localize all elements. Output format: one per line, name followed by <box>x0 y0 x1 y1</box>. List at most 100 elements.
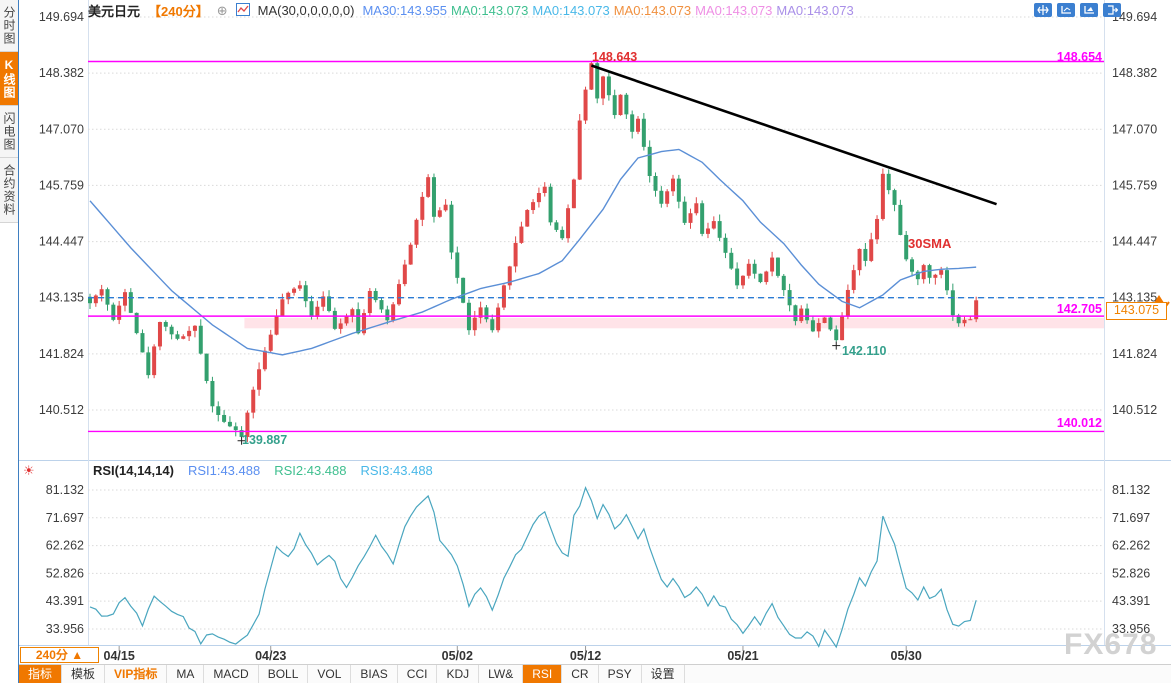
candle <box>373 290 378 301</box>
candle <box>822 317 827 323</box>
candle <box>880 173 885 219</box>
candle <box>210 380 215 407</box>
toolbar-item-PSY[interactable]: PSY <box>599 665 642 683</box>
bottom-low-label: 139.887 <box>242 433 288 447</box>
candle <box>939 270 944 275</box>
candle <box>321 296 326 307</box>
candle <box>367 290 372 314</box>
candle <box>805 308 810 321</box>
svg-text:143.135: 143.135 <box>1112 291 1157 305</box>
candle <box>956 315 961 324</box>
sidebar-tab-3[interactable]: 合约资料 <box>0 158 18 223</box>
low-support-label: 140.012 <box>1056 416 1102 430</box>
svg-text:149.694: 149.694 <box>1112 10 1157 24</box>
candle <box>286 292 291 300</box>
toolbar-item-VIP指标[interactable]: VIP指标 <box>105 665 168 683</box>
candle <box>968 319 973 321</box>
candle <box>257 369 262 390</box>
toolbar-item-BOLL[interactable]: BOLL <box>259 665 309 683</box>
toolbar-item-LW&[interactable]: LW& <box>479 665 524 683</box>
candle <box>671 178 675 192</box>
candle <box>379 300 384 310</box>
candle <box>496 307 501 331</box>
candle <box>828 317 833 330</box>
period-selector-button[interactable]: 240分 ▲ <box>20 647 99 663</box>
candle <box>933 274 938 278</box>
candle <box>140 333 145 353</box>
svg-text:52.826: 52.826 <box>1112 566 1150 580</box>
candle <box>840 316 845 341</box>
svg-text:140.512: 140.512 <box>1112 403 1157 417</box>
candle <box>455 252 460 278</box>
candle <box>904 234 909 260</box>
candle <box>391 304 396 321</box>
toolbar-item-VOL[interactable]: VOL <box>308 665 352 683</box>
candle <box>111 304 116 320</box>
trendline <box>590 64 997 206</box>
candle <box>292 288 297 293</box>
ma-value: MA0:143.073 <box>613 3 692 18</box>
toolbar-item-BIAS[interactable]: BIAS <box>351 665 398 683</box>
candle <box>449 204 454 253</box>
candle <box>88 296 92 304</box>
toolbar-item-CCI[interactable]: CCI <box>398 665 438 683</box>
indicator-toolbar: 指标 模板 VIP指标 MA MACD BOLL VOL BIAS CCI KDJ LW& RSI CR… <box>19 664 1171 683</box>
candle <box>163 322 168 327</box>
candle <box>332 310 337 329</box>
candle <box>595 63 600 99</box>
candle <box>810 320 815 332</box>
svg-text:144.447: 144.447 <box>39 235 84 249</box>
svg-text:71.697: 71.697 <box>46 511 84 525</box>
watermark: FX678 <box>1064 628 1158 661</box>
toolbar-item-CR[interactable]: CR <box>562 665 599 683</box>
chart-toolbar-icons <box>1034 3 1121 17</box>
candle <box>688 213 693 223</box>
candle <box>501 285 506 308</box>
candle <box>816 322 821 332</box>
candle <box>665 191 670 204</box>
sidebar-tab-1[interactable]: K线图 <box>0 52 18 106</box>
toolbar-item-MA[interactable]: MA <box>167 665 205 683</box>
candle <box>863 248 868 261</box>
toolbar-item-指标[interactable]: 指标 <box>19 665 63 683</box>
exit-icon[interactable] <box>1103 3 1121 17</box>
zoom-axis-icon[interactable] <box>1057 3 1075 17</box>
sidebar-tab-2[interactable]: 闪电图 <box>0 106 18 158</box>
svg-text:143.135: 143.135 <box>39 291 84 305</box>
toolbar-item-模板[interactable]: 模板 <box>62 665 106 683</box>
svg-text:148.382: 148.382 <box>1112 66 1157 80</box>
add-indicator-icon[interactable]: ⊕ <box>216 2 228 18</box>
candle <box>385 309 390 321</box>
svg-text:149.694: 149.694 <box>39 10 84 24</box>
candle <box>146 352 151 376</box>
toolbar-item-MACD[interactable]: MACD <box>204 665 259 683</box>
current-price-badge: 143.075 <box>1106 302 1167 320</box>
svg-text:43.391: 43.391 <box>46 594 84 608</box>
sidebar-tab-0[interactable]: 分时图 <box>0 0 18 52</box>
candle <box>682 201 687 223</box>
ma-value: MA0:143.073 <box>532 3 610 18</box>
resistance-level-label: 148.654 <box>1056 50 1102 64</box>
candle <box>566 208 571 239</box>
move-icon[interactable] <box>1034 3 1052 17</box>
candle <box>624 94 629 115</box>
peak-price-label: 148.643 <box>592 50 638 64</box>
candle <box>775 257 780 276</box>
toolbar-item-KDJ[interactable]: KDJ <box>437 665 480 683</box>
svg-text:147.070: 147.070 <box>39 122 84 136</box>
candle <box>303 285 308 302</box>
toolbar-item-设置[interactable]: 设置 <box>642 665 685 683</box>
candle <box>245 412 250 437</box>
pan-chart-icon[interactable] <box>1080 3 1098 17</box>
candle <box>781 275 786 291</box>
candle <box>426 177 431 197</box>
candle <box>717 221 722 238</box>
rsi-settings-icon[interactable]: ☀ <box>23 463 35 478</box>
candle <box>589 63 594 90</box>
rsi-value: RSI2:43.488 <box>274 463 347 478</box>
toolbar-item-RSI[interactable]: RSI <box>523 665 563 683</box>
candle <box>519 226 524 243</box>
candle <box>735 268 740 286</box>
